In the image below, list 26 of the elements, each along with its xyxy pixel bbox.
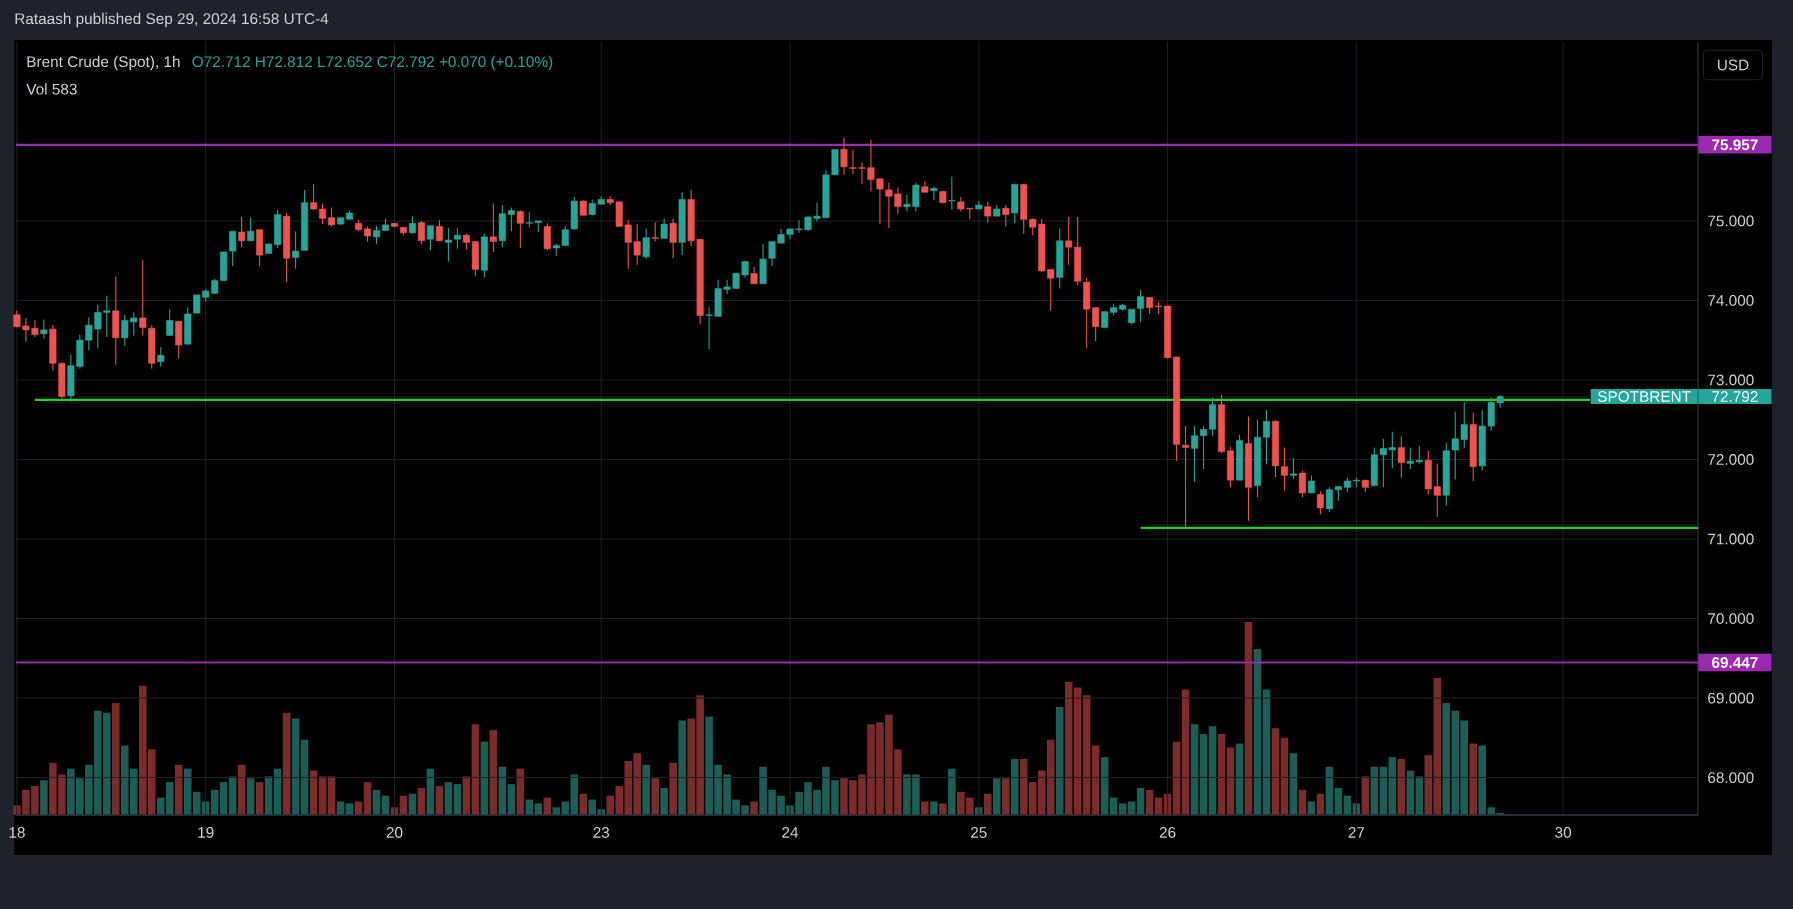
ref-line-label: 75.957 [1712, 139, 1758, 151]
text: Rataash published Sep 29, 2024 16:58 UTC-4 [15, 12, 329, 28]
ref-line-label: 69.447 [1712, 657, 1758, 668]
y-tick-label: 73.000 [1708, 374, 1754, 386]
y-tick-label: 69.000 [1708, 692, 1754, 704]
text: 72.792 [1712, 391, 1758, 402]
x-tick-label: 23 [593, 827, 610, 838]
x-tick-label: 20 [386, 827, 403, 838]
x-tick-label: 30 [1555, 827, 1572, 838]
annotation: SPOTBRENT [1598, 391, 1691, 402]
x-tick-label: 19 [198, 827, 214, 838]
y-tick-label: 74.000 [1708, 295, 1754, 306]
text: O72.712 H72.812 L72.652 C72.792 +0.070 (+0.10%) [192, 55, 553, 71]
x-tick-label: 26 [1159, 827, 1176, 838]
x-tick-label: 27 [1348, 827, 1365, 838]
y-tick-label: 70.000 [1708, 613, 1754, 624]
text: Brent Crude (Spot), 1h [27, 55, 180, 71]
chart-title: Vol 583 [26, 83, 77, 95]
x-tick-label: 25 [971, 827, 987, 838]
y-tick-label: 75.000 [1708, 215, 1754, 227]
x-tick-label: 18 [9, 827, 25, 838]
y-tick-label: 68.000 [1708, 772, 1754, 784]
y-tick-label: 72.000 [1708, 454, 1754, 465]
text: USD [1718, 59, 1749, 71]
x-tick-label: 24 [782, 827, 799, 838]
y-tick-label: 71.000 [1708, 533, 1754, 545]
